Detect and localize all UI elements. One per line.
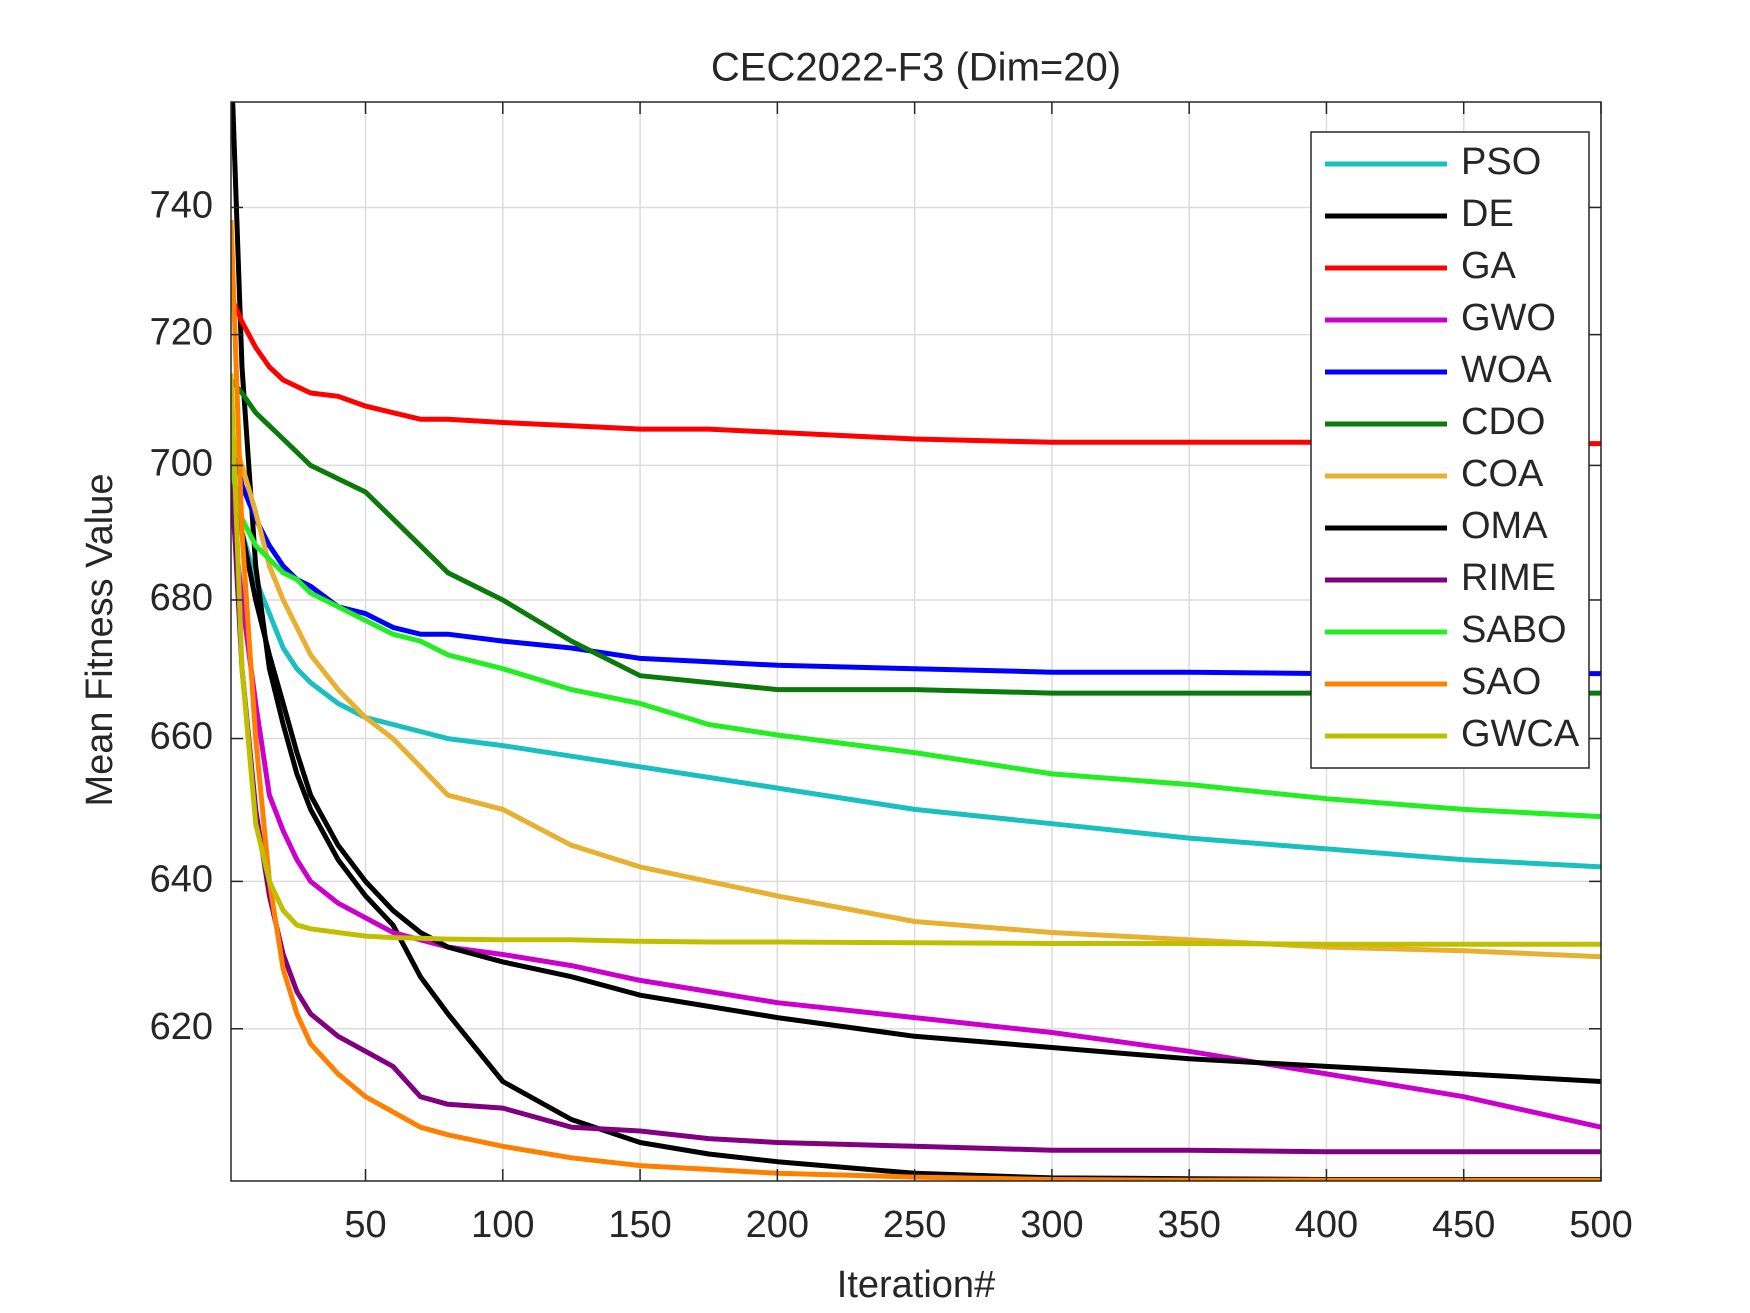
legend-label: GWCA: [1461, 713, 1580, 755]
y-tick-label: 700: [150, 442, 213, 484]
y-tick-label: 680: [150, 577, 213, 619]
y-tick-label: 740: [150, 184, 213, 226]
legend-label: CDO: [1461, 401, 1545, 443]
x-tick-label: 400: [1295, 1204, 1358, 1246]
legend-label: GWO: [1461, 297, 1556, 339]
legend-label: SABO: [1461, 609, 1567, 651]
series-line: [231, 464, 1601, 870]
y-tick-label: 640: [150, 858, 213, 900]
legend-label: GA: [1461, 245, 1517, 287]
plot-lines: [231, 102, 1601, 1181]
series-line: [231, 431, 1601, 677]
legend-box: [1310, 131, 1590, 769]
x-tick-label: 300: [1020, 1204, 1083, 1246]
series-line: [231, 295, 1601, 447]
chart-title: CEC2022-F3 (Dim=20): [711, 46, 1121, 90]
legend-label: RIME: [1461, 557, 1556, 599]
x-axis-label: Iteration#: [837, 1264, 995, 1306]
series-line: [231, 464, 1601, 820]
x-tick-label: 500: [1569, 1204, 1632, 1246]
legend-label: SAO: [1461, 661, 1541, 703]
series-line: [231, 431, 1601, 960]
y-axis-label: Mean Fitness Value: [79, 473, 121, 806]
x-tick-label: 250: [883, 1204, 946, 1246]
x-tick-label: 350: [1157, 1204, 1220, 1246]
series-line: [231, 373, 1601, 947]
x-tick-label: 150: [608, 1204, 671, 1246]
x-tick-label: 100: [471, 1204, 534, 1246]
y-tick-label: 620: [150, 1006, 213, 1048]
y-tick-label: 660: [150, 716, 213, 758]
x-tick-label: 200: [746, 1204, 809, 1246]
y-tick-label: 720: [150, 312, 213, 354]
series-line: [231, 378, 1601, 696]
legend-label: OMA: [1461, 505, 1548, 547]
legend-label: PSO: [1461, 141, 1541, 183]
legend-label: WOA: [1461, 349, 1552, 391]
x-tick-label: 450: [1432, 1204, 1495, 1246]
legend: PSO DE GA GWO WOA CDO COA OMA RIME SABO SAO GWCA: [1310, 131, 1590, 769]
axes-frame: [230, 101, 1602, 1182]
legend-label: DE: [1461, 193, 1514, 235]
x-tick-label: 50: [344, 1204, 386, 1246]
series-line: [231, 464, 1601, 1084]
legend-label: COA: [1461, 453, 1544, 495]
series-line: [231, 219, 1601, 1181]
